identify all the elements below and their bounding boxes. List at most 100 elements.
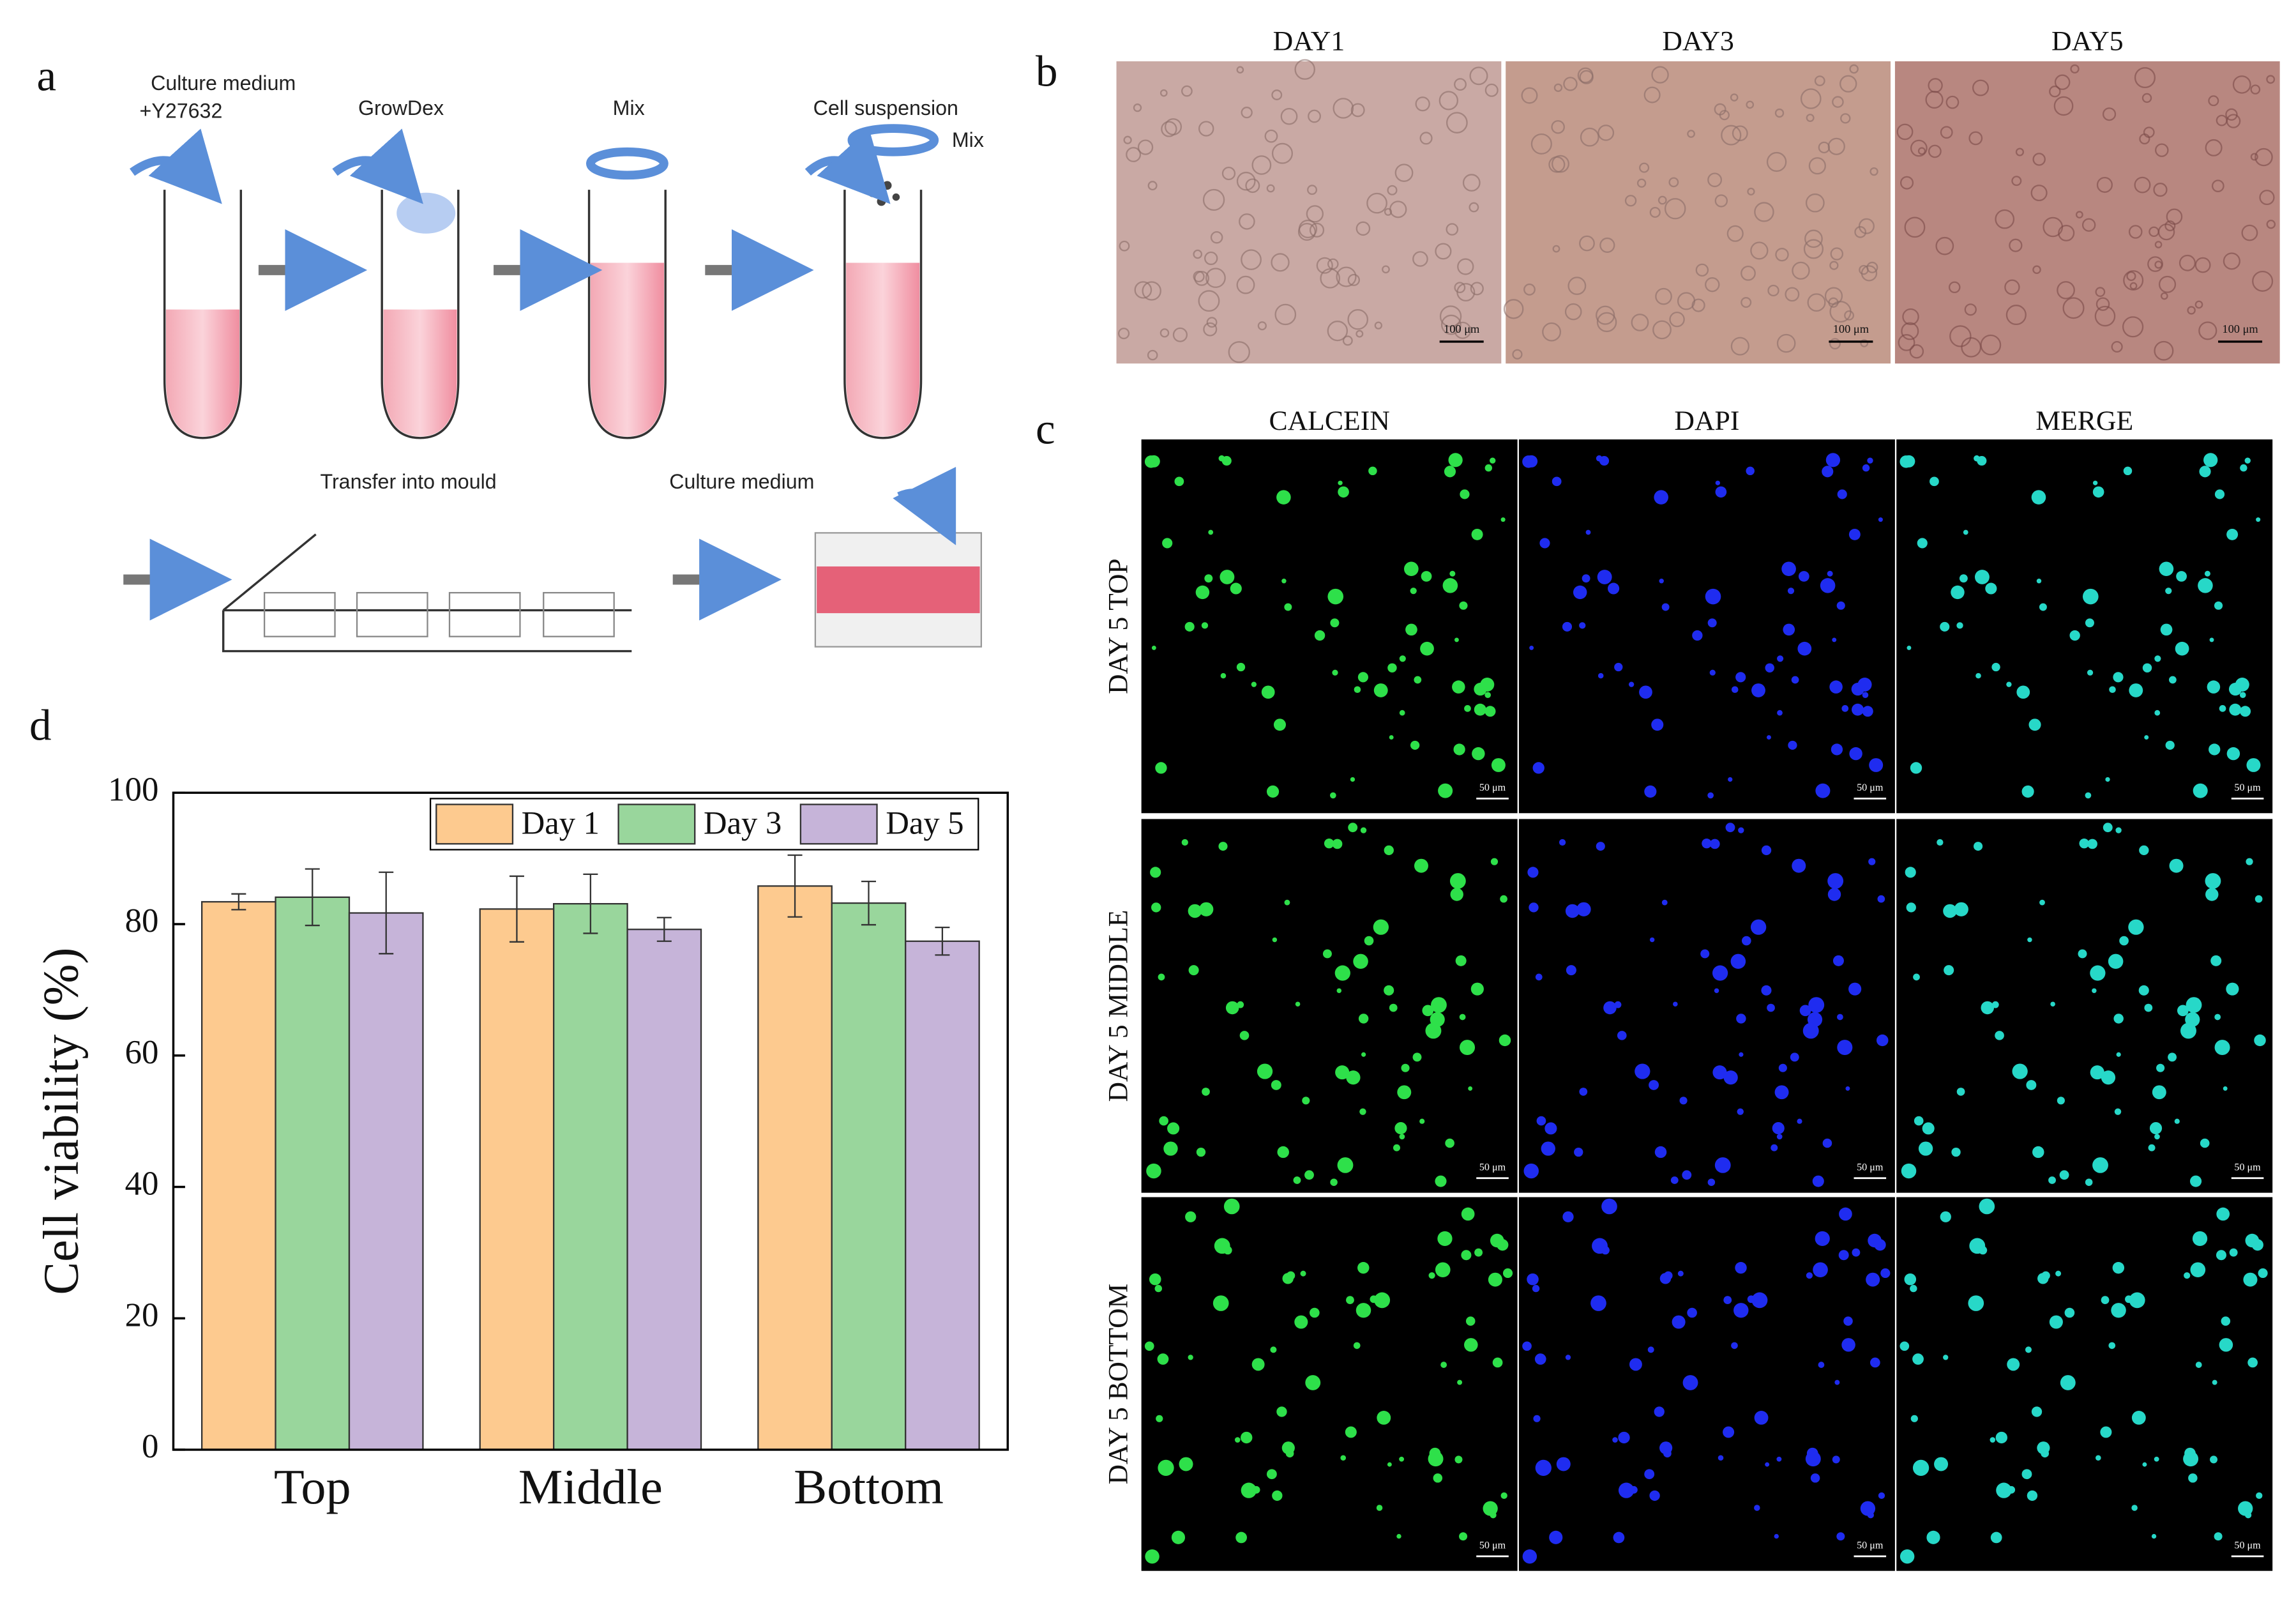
cell xyxy=(1707,1178,1716,1186)
cell xyxy=(1834,1379,1840,1385)
scale-label: 100 μm xyxy=(1444,323,1479,335)
cell xyxy=(1981,1001,1995,1015)
cell xyxy=(2078,949,2087,959)
cell xyxy=(1661,603,1670,611)
cell xyxy=(1159,89,1168,97)
cell xyxy=(1654,490,1668,505)
cell xyxy=(1205,268,1226,288)
cell xyxy=(1366,192,1387,214)
cell xyxy=(1237,1001,1244,1008)
cell xyxy=(1399,1456,1405,1462)
cell xyxy=(1845,1086,1850,1091)
cell xyxy=(1818,141,1831,154)
cell xyxy=(1731,686,1739,694)
cell xyxy=(2154,340,2174,361)
cell xyxy=(1449,873,1466,889)
cell xyxy=(1766,151,1787,172)
cell xyxy=(1181,85,1193,97)
cell xyxy=(1943,1355,1949,1360)
cell xyxy=(1281,1441,1295,1455)
cell xyxy=(1805,1451,1821,1467)
cell xyxy=(2241,224,2258,241)
cell xyxy=(1228,341,1250,363)
step-label: +Y27632 xyxy=(140,100,223,123)
cell xyxy=(1805,193,1825,213)
cell xyxy=(1639,162,1650,173)
cell xyxy=(1273,718,1286,731)
cell xyxy=(1147,455,1160,467)
cell xyxy=(1682,1375,1698,1390)
cell xyxy=(1159,1116,1168,1126)
cell xyxy=(2096,176,2113,193)
cell xyxy=(2085,618,2094,628)
cell xyxy=(1412,251,1428,267)
legend-label: Day 5 xyxy=(886,805,963,841)
cell xyxy=(1664,1271,1673,1280)
cell xyxy=(1807,293,1826,312)
cell xyxy=(1799,1005,1811,1017)
cell xyxy=(1356,1303,1371,1318)
cell xyxy=(1208,529,1214,535)
cell xyxy=(1484,692,1491,699)
cell xyxy=(1709,839,1720,849)
cell xyxy=(1155,762,1167,774)
cell xyxy=(1687,1307,1697,1318)
cell xyxy=(1774,1085,1789,1100)
cell xyxy=(2210,1455,2218,1464)
cell xyxy=(1461,1250,1472,1261)
cell xyxy=(2254,1034,2266,1047)
legend-swatch xyxy=(617,803,696,845)
cell xyxy=(1832,1455,1840,1464)
cell xyxy=(1651,66,1669,84)
cell xyxy=(1725,823,1735,833)
cell xyxy=(2211,179,2224,192)
error-bar xyxy=(787,854,803,918)
cell xyxy=(2004,279,2020,295)
cell xyxy=(1428,1272,1435,1279)
cell xyxy=(2205,139,2223,156)
cell xyxy=(1151,902,1161,913)
cell xyxy=(1746,100,1755,109)
cell xyxy=(1951,585,1965,600)
cell xyxy=(1452,680,1465,694)
cell xyxy=(1134,281,1152,299)
cell xyxy=(1737,1108,1744,1115)
row-label: DAY 5 TOP xyxy=(1103,559,1133,694)
cell xyxy=(1193,249,1203,259)
fluorescence-image xyxy=(1896,1197,2273,1571)
cell xyxy=(1723,1070,1738,1085)
cell xyxy=(1808,157,1826,175)
cell xyxy=(2103,823,2113,833)
step-label: Culture medium xyxy=(669,470,814,493)
cell xyxy=(1193,270,1205,283)
cell xyxy=(1470,982,1484,996)
cell xyxy=(1669,312,1685,328)
cell xyxy=(1774,1533,1779,1539)
cell xyxy=(1995,1031,2004,1040)
cell xyxy=(1147,181,1158,191)
cell xyxy=(1732,125,1748,142)
cell xyxy=(2100,1426,2112,1438)
cell xyxy=(1777,655,1784,662)
cell xyxy=(1464,705,1471,712)
cell xyxy=(1320,268,1341,289)
cell xyxy=(1664,198,1686,220)
cell xyxy=(2116,1052,2121,1057)
cell xyxy=(1629,1358,1642,1371)
cell xyxy=(2148,1144,2156,1151)
row-label: DAY 5 MIDDLE xyxy=(1103,910,1133,1102)
cell xyxy=(1322,949,1332,959)
cell xyxy=(1484,83,1499,97)
cell xyxy=(1350,103,1365,118)
cell xyxy=(1866,261,1878,273)
cell xyxy=(2101,1296,2110,1305)
cell xyxy=(1405,623,1417,636)
cell xyxy=(2123,466,2133,476)
cell xyxy=(1739,1052,1744,1057)
cell xyxy=(1597,672,1604,679)
cell xyxy=(2166,208,2183,225)
cell xyxy=(1765,1462,1770,1467)
cell xyxy=(2198,321,2217,340)
cell xyxy=(2049,1315,2063,1329)
